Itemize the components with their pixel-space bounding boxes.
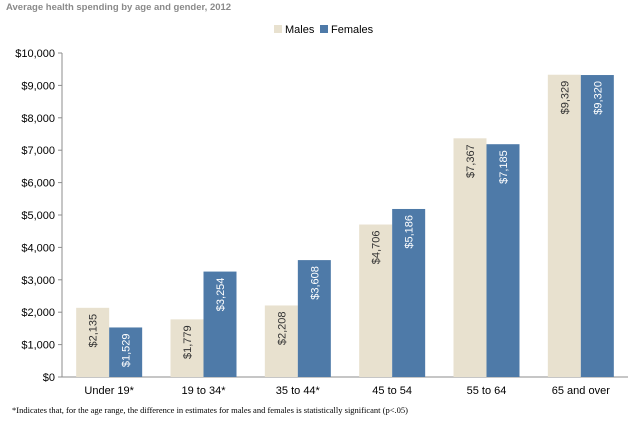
data-label-males: $2,135 — [88, 314, 100, 348]
legend-label-males: Males — [285, 24, 315, 36]
bar-females — [109, 327, 143, 377]
bar-males — [264, 305, 298, 377]
bar-males — [170, 319, 204, 377]
bar-females — [486, 144, 520, 377]
y-tick-label: $3,000 — [21, 275, 55, 287]
data-label-females: $1,529 — [121, 333, 133, 367]
data-label-females: $3,608 — [309, 266, 321, 300]
bar-males — [76, 307, 110, 377]
data-label-females: $7,185 — [498, 150, 510, 184]
bar-males — [547, 74, 581, 377]
y-tick-label: $0 — [43, 372, 55, 384]
bar-females — [580, 75, 614, 378]
y-tick-label: $8,000 — [21, 113, 55, 125]
legend-label-females: Females — [331, 24, 374, 36]
y-tick-label: $5,000 — [21, 210, 55, 222]
x-tick-label: 35 to 44* — [276, 385, 321, 397]
x-tick-label: Under 19* — [84, 385, 134, 397]
data-label-males: $9,329 — [559, 81, 571, 115]
data-label-females: $5,186 — [404, 215, 416, 249]
bar-males — [359, 224, 393, 377]
y-tick-label: $7,000 — [21, 145, 55, 157]
data-label-males: $1,779 — [182, 325, 194, 359]
data-label-males: $7,367 — [465, 144, 477, 178]
footnote: *Indicates that, for the age range, the … — [12, 405, 408, 415]
y-tick-label: $9,000 — [21, 80, 55, 92]
bar-females — [203, 271, 237, 377]
y-tick-label: $6,000 — [21, 178, 55, 190]
x-tick-label: 55 to 64 — [467, 385, 507, 397]
y-tick-label: $1,000 — [21, 340, 55, 352]
x-tick-label: 65 and over — [552, 385, 610, 397]
y-tick-label: $10,000 — [15, 48, 55, 60]
y-tick-label: $4,000 — [21, 242, 55, 254]
chart-title: Average health spending by age and gende… — [6, 2, 232, 13]
data-label-females: $3,254 — [215, 278, 227, 312]
data-label-males: $4,706 — [371, 231, 383, 265]
data-label-males: $2,208 — [276, 311, 288, 345]
bar-females — [392, 208, 426, 377]
legend-swatch-females — [320, 25, 328, 33]
x-tick-label: 19 to 34* — [181, 385, 226, 397]
y-tick-label: $2,000 — [21, 307, 55, 319]
bar-males — [453, 138, 487, 377]
data-label-females: $9,320 — [592, 81, 604, 115]
legend-swatch-males — [274, 25, 282, 33]
bar-females — [297, 260, 331, 377]
x-tick-label: 45 to 54 — [372, 385, 412, 397]
